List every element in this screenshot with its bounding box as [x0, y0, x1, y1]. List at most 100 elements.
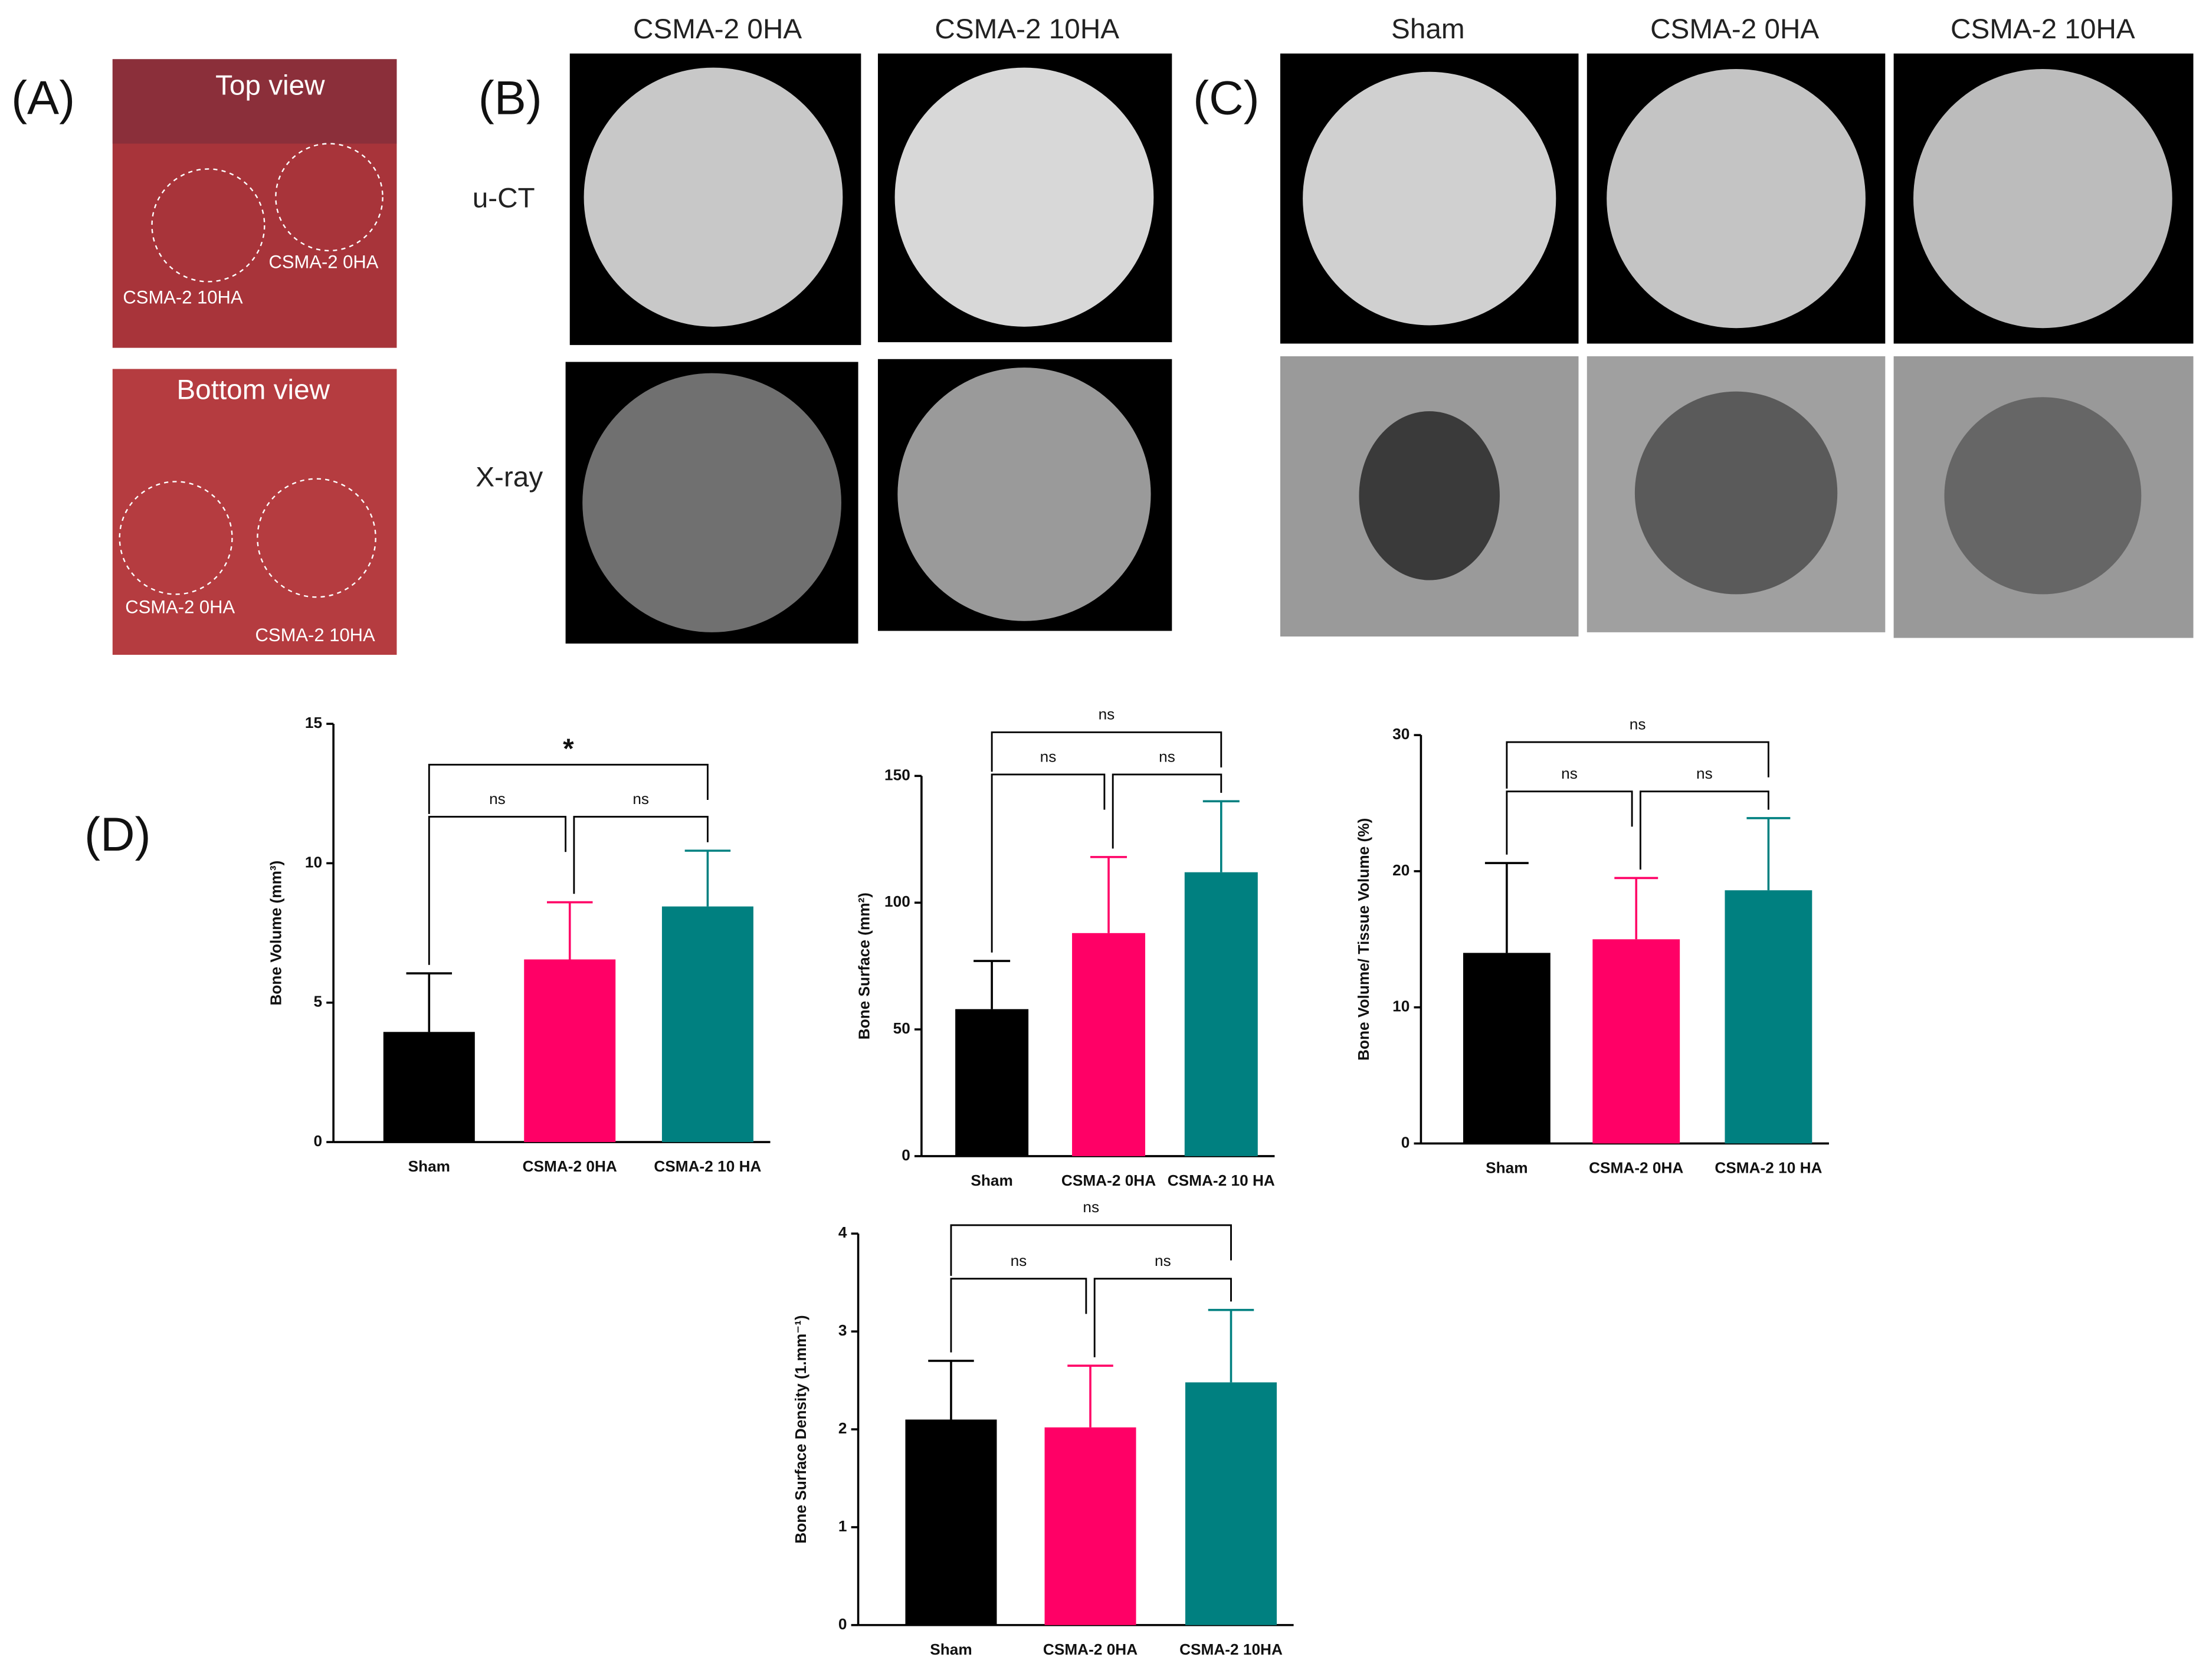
- bar: [1072, 933, 1146, 1156]
- significance-bracket: [428, 763, 709, 814]
- significance-bracket: [1639, 790, 1769, 870]
- column-label: CSMA-2 10HA: [935, 14, 1119, 45]
- circle: [151, 168, 265, 283]
- bar: [661, 906, 753, 1143]
- photo: [112, 369, 397, 655]
- error-bar: [1746, 817, 1791, 891]
- specimen: [584, 67, 843, 327]
- photo-label: CSMA-2 10HA: [123, 287, 242, 307]
- x-tick-label: CSMA-2 10 HA: [1715, 1159, 1822, 1176]
- specimen: [1303, 71, 1556, 326]
- specimen: [1607, 68, 1866, 329]
- significance-bracket: [1506, 790, 1633, 855]
- specimen: [897, 368, 1151, 621]
- x-tick-label: CSMA-2 10 HA: [654, 1157, 761, 1175]
- error-bar: [406, 972, 453, 1032]
- significance-label: ns: [1155, 1252, 1171, 1269]
- column-label: CSMA-2 10HA: [1951, 14, 2135, 45]
- y-axis-label: Bone Surface Density (1.mm⁻¹): [792, 1315, 809, 1543]
- panel-label: (D): [84, 808, 151, 861]
- y-axis-label: Bone Surface (mm²): [855, 892, 873, 1039]
- significance-label: ns: [1630, 715, 1646, 733]
- x-tick-label: Sham: [930, 1640, 972, 1658]
- significance-label: ns: [489, 790, 506, 808]
- significance-label: ns: [1561, 764, 1578, 782]
- significance-label: ns: [1696, 764, 1713, 782]
- photo-label: Bottom view: [176, 374, 330, 405]
- y-tick-label: 10: [305, 853, 322, 871]
- y-tick-label: 0: [1401, 1133, 1410, 1151]
- significance-bracket: [991, 731, 1222, 772]
- photo-label: Top view: [215, 70, 325, 101]
- x-tick-label: CSMA-2 10HA: [1179, 1640, 1283, 1658]
- significance-label: ns: [1159, 747, 1175, 765]
- y-tick-label: 0: [902, 1146, 910, 1164]
- x-tick-label: CSMA-2 0HA: [1043, 1640, 1138, 1658]
- y-axis-label: Bone Volume/ Tissue Volume (%): [1355, 818, 1372, 1061]
- error-bar: [928, 1360, 974, 1420]
- photo-shade: [112, 59, 397, 144]
- error-bar: [1614, 877, 1658, 940]
- photo-label: CSMA-2 0HA: [268, 252, 378, 273]
- x-tick-label: Sham: [1486, 1159, 1528, 1176]
- significance-label: ns: [1099, 706, 1115, 723]
- bar: [1463, 953, 1551, 1144]
- specimen: [894, 67, 1154, 327]
- significance-label: ns: [632, 790, 649, 808]
- y-axis-label: Bone Volume (mm³): [267, 861, 285, 1006]
- error-bar: [1202, 800, 1240, 872]
- y-tick-label: 0: [313, 1132, 322, 1150]
- column-label: Sham: [1391, 14, 1465, 45]
- significance-bracket: [1112, 773, 1222, 849]
- bar: [905, 1419, 997, 1625]
- y-tick-label: 50: [893, 1019, 910, 1037]
- x-tick-label: CSMA-2 0HA: [1589, 1159, 1683, 1176]
- circle: [275, 143, 383, 252]
- y-tick-label: 4: [838, 1223, 847, 1241]
- error-bar: [547, 901, 593, 960]
- error-bar: [1208, 1308, 1254, 1383]
- x-tick-label: CSMA-2 0HA: [1061, 1172, 1156, 1189]
- significance-bracket: [950, 1278, 1087, 1353]
- x-tick-label: Sham: [408, 1157, 450, 1175]
- significance-label: ns: [1011, 1252, 1027, 1269]
- photo-label: CSMA-2 0HA: [125, 596, 235, 617]
- y-tick-label: 0: [838, 1615, 847, 1633]
- significance-label: ns: [1083, 1198, 1099, 1216]
- defect: [1944, 397, 2142, 595]
- error-bar: [973, 960, 1011, 1009]
- specimen: [582, 373, 841, 632]
- bar: [1185, 1382, 1277, 1625]
- bar: [383, 1032, 475, 1143]
- circle: [257, 478, 376, 598]
- photo-label: CSMA-2 10HA: [255, 625, 375, 645]
- y-tick-label: 100: [884, 892, 910, 910]
- column-label: CSMA-2 0HA: [1650, 14, 1819, 45]
- bar: [1592, 939, 1680, 1144]
- significance-label: *: [563, 733, 574, 764]
- defect: [1359, 411, 1500, 580]
- y-tick-label: 150: [884, 766, 910, 783]
- significance-bracket: [1506, 741, 1769, 789]
- circle: [119, 481, 233, 595]
- y-tick-label: 5: [313, 993, 322, 1010]
- defect: [1634, 391, 1838, 595]
- y-tick-label: 10: [1392, 998, 1410, 1015]
- significance-bracket: [573, 816, 709, 894]
- bar: [1725, 890, 1812, 1144]
- y-tick-label: 20: [1392, 861, 1410, 879]
- error-bar: [684, 849, 731, 907]
- row-label: X-ray: [476, 461, 543, 493]
- error-bar: [1090, 856, 1127, 933]
- significance-label: ns: [1040, 747, 1057, 765]
- y-tick-label: 2: [838, 1419, 847, 1437]
- bar: [524, 959, 616, 1143]
- significance-bracket: [428, 816, 567, 965]
- y-tick-label: 1: [838, 1517, 847, 1535]
- y-tick-label: 3: [838, 1321, 847, 1339]
- x-tick-label: CSMA-2 0HA: [523, 1157, 617, 1175]
- bar: [1184, 872, 1258, 1156]
- panel-label: (B): [478, 71, 542, 124]
